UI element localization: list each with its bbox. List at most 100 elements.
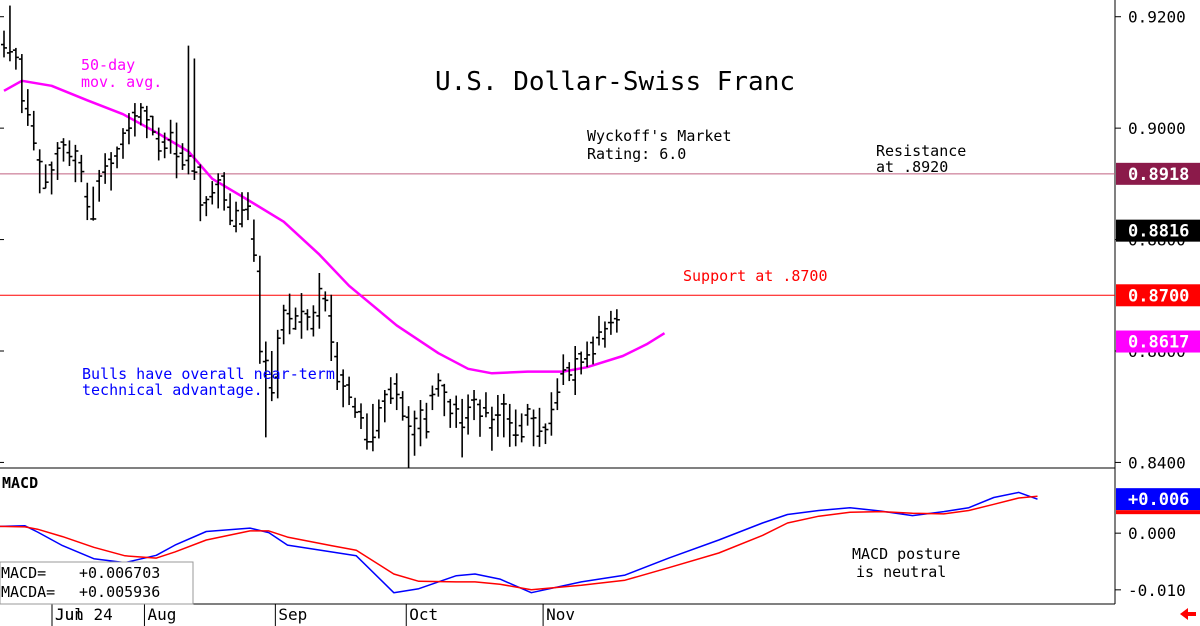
ohlc-bar [453, 395, 460, 428]
ohlc-bar [358, 403, 364, 429]
ohlc-bar [60, 138, 67, 162]
ohlc-bar [227, 193, 234, 226]
ohlc-bar [42, 164, 49, 190]
ohlc-bar [274, 329, 281, 399]
ohlc-bar [405, 406, 412, 468]
ohlc-bar [256, 255, 263, 364]
ohlc-bar [322, 291, 329, 312]
macda-readout-label: MACDA= [1, 583, 55, 601]
ohlc-bar [375, 399, 382, 439]
ohlc-bar [566, 362, 573, 382]
ohlc-bar [102, 153, 109, 184]
ohlc-bar [488, 406, 495, 451]
ma-value-tag-box [1116, 330, 1200, 353]
ohlc-bar [387, 377, 394, 404]
bulls-line2: technical advantage. [82, 381, 263, 399]
ohlc-bar [363, 413, 370, 450]
price-tick-label: 0.9000 [1128, 119, 1186, 138]
ohlc-bar [173, 122, 180, 179]
ohlc-bar [66, 140, 73, 167]
price-tags: 0.8918 0.8700 0.8816 0.8617 +0.006 [1116, 162, 1200, 515]
ohlc-bar [268, 351, 275, 402]
ohlc-bar [48, 161, 55, 195]
macd-value-tag-label: +0.006 [1128, 490, 1189, 510]
left-arrow-icon[interactable] [1180, 608, 1196, 620]
macd-axis-ticks: 0.000 -0.010 [1115, 524, 1186, 600]
ohlc-bar [72, 144, 79, 183]
last-price-tag-box [1116, 219, 1200, 242]
macd-note-line2: is neutral [856, 563, 946, 581]
price-tick-label: 0.9200 [1128, 8, 1186, 27]
resistance-tag-box [1116, 162, 1200, 185]
ohlc-bar [239, 192, 245, 228]
ohlc-bar [36, 149, 43, 194]
level-lines [0, 173, 1115, 296]
ohlc-bar [429, 385, 436, 411]
ohlc-bar [393, 373, 400, 411]
ohlc-bar [572, 345, 579, 396]
ohlc-bar [352, 397, 359, 418]
ohlc-bar [316, 273, 323, 329]
ohlc-bar [310, 305, 317, 337]
resistance-tag-label: 0.8918 [1128, 165, 1189, 185]
ohlc-bar [465, 394, 472, 435]
date-tick-label: Jun 24 [55, 605, 113, 624]
ohlc-bar [346, 376, 353, 406]
ohlc-bar [435, 373, 442, 397]
ohlc-bar [155, 127, 162, 161]
macd-series [0, 491, 1038, 594]
bulls-annotation: Bulls have overall near-term technical a… [82, 365, 344, 399]
ohlc-bar [209, 181, 216, 205]
ohlc-bar [471, 390, 478, 421]
bulls-line1: Bulls have overall near-term [82, 365, 335, 383]
ohlc-bar [381, 390, 388, 423]
ohlc-bar [197, 164, 204, 222]
macd-tick-label: 0.000 [1128, 524, 1176, 543]
macda-readout-value: +0.005936 [79, 583, 160, 601]
macd-readout-box [0, 561, 194, 605]
ohlc-bar [596, 315, 602, 346]
wyckoff-line1: Wyckoff's Market [587, 127, 732, 145]
date-tick-label: Aug [147, 605, 176, 624]
date-tick-label: Oct [409, 605, 438, 624]
ohlc-bar [280, 304, 287, 345]
ohlc-bar [120, 128, 126, 159]
ohlc-bar [613, 309, 620, 333]
ohlc-bar [286, 293, 293, 335]
ohlc-bar [185, 45, 192, 175]
support-annotation: Support at .8700 [683, 267, 828, 285]
ohlc-bar [494, 395, 501, 437]
ohlc-bar [536, 407, 543, 447]
ohlc-bar [125, 113, 132, 145]
ma-annotation-line2: mov. avg. [81, 73, 162, 91]
ma-annotation-line1: 50-day [81, 56, 135, 74]
last-price-tag-label: 0.8816 [1128, 222, 1189, 242]
ohlc-bar [340, 369, 347, 408]
ohlc-bar [244, 192, 251, 221]
ohlc-bar [506, 403, 513, 447]
ohlc-bar [334, 342, 341, 390]
ohlc-bar [149, 115, 156, 136]
ohlc-bar [423, 402, 430, 439]
ohlc-bar [250, 219, 257, 262]
ohlc-bar [215, 173, 222, 209]
ohlc-bar [167, 119, 174, 154]
ohlc-bar [304, 309, 311, 331]
ohlc-bar [584, 341, 591, 368]
ohlc-bar [477, 399, 483, 437]
ohlc-bar [143, 105, 150, 139]
resistance-annotation: Resistance at .8920 [876, 142, 975, 176]
ohlc-bar [114, 146, 121, 169]
ohlc-bar [548, 392, 555, 436]
ma-annotation: 50-day mov. avg. [81, 56, 162, 91]
macd-tick-label: -0.010 [1128, 581, 1186, 600]
ohlc-bar [24, 89, 31, 126]
ohlc-bar [54, 142, 61, 180]
ohlc-bar [482, 392, 489, 418]
support-tag-box [1116, 284, 1200, 307]
ohlc-bar [12, 47, 19, 70]
ohlc-bar [96, 169, 103, 202]
ohlc-bar [524, 403, 531, 426]
macd-readout-value: +0.006703 [79, 564, 160, 582]
